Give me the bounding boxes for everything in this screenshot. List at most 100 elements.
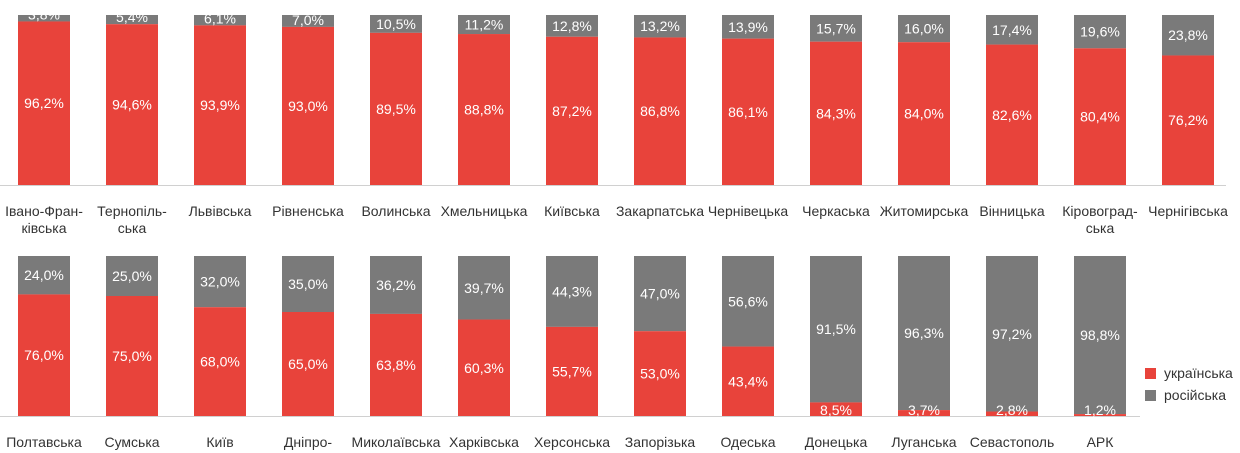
data-label-ukrainian: 87,2% [552, 103, 592, 119]
category-label: Київ [206, 434, 233, 450]
data-label-russian: 25,0% [112, 268, 152, 284]
bar-russian [1074, 15, 1126, 49]
category-label: Чернівецька [708, 203, 789, 219]
category-label: АРК [1087, 434, 1115, 450]
data-label-russian: 19,6% [1080, 24, 1120, 40]
category-label: Хмельницька [441, 203, 528, 219]
bar-ukrainian [1162, 55, 1214, 186]
category-label: Донецька [805, 434, 868, 450]
bar-russian [282, 256, 334, 312]
category-label: Волинська [361, 203, 430, 219]
bar-ukrainian [282, 26, 334, 186]
data-label-russian: 5,4% [116, 9, 148, 25]
category-label: Житомирська [880, 203, 969, 219]
category-label: Севастополь [970, 434, 1055, 450]
data-label-russian: 6,1% [204, 10, 236, 26]
category-label: Дніпро- [284, 434, 332, 450]
data-label-ukrainian: 89,5% [376, 101, 416, 117]
bar-russian [458, 15, 510, 35]
data-label-russian: 3,8% [28, 6, 60, 22]
data-label-ukrainian: 88,8% [464, 102, 504, 118]
bar-ukrainian [18, 294, 70, 416]
bar-ukrainian [1074, 48, 1126, 185]
data-label-ukrainian: 68,0% [200, 354, 240, 370]
legend-swatch-ukrainian [1145, 367, 1156, 379]
bar-ukrainian [18, 21, 70, 186]
bar-ukrainian [458, 319, 510, 416]
bar-ukrainian [194, 307, 246, 416]
bar-ukrainian [370, 32, 422, 185]
bar-ukrainian [634, 37, 686, 185]
bar-ukrainian [546, 36, 598, 186]
data-label-russian: 10,5% [376, 16, 416, 32]
category-label: Луганська [891, 434, 956, 450]
data-label-russian: 23,8% [1168, 27, 1208, 43]
data-label-ukrainian: 93,9% [200, 97, 240, 113]
bar-ukrainian [1074, 414, 1126, 416]
bar-russian [370, 15, 422, 33]
data-label-ukrainian: 82,6% [992, 107, 1032, 123]
bar-russian [986, 256, 1038, 412]
bar-russian [18, 256, 70, 295]
data-label-russian: 47,0% [640, 286, 680, 302]
bar-russian [1162, 15, 1214, 56]
bar-ukrainian [106, 296, 158, 416]
bar-russian [986, 15, 1038, 45]
data-label-russian: 7,0% [292, 12, 324, 28]
data-label-russian: 44,3% [552, 283, 592, 299]
data-label-russian: 13,2% [640, 18, 680, 34]
data-label-russian: 15,7% [816, 20, 856, 36]
category-label: Львівська [189, 203, 252, 219]
bar-ukrainian [282, 312, 334, 416]
data-label-russian: 32,0% [200, 274, 240, 290]
bar-ukrainian [194, 25, 246, 186]
data-label-russian: 24,0% [24, 267, 64, 283]
category-label: Полтавська [6, 434, 82, 450]
chart-legend: українська російська [1145, 362, 1233, 406]
data-label-ukrainian: 75,0% [112, 348, 152, 364]
bar-ukrainian [722, 346, 774, 416]
data-label-ukrainian: 60,3% [464, 360, 504, 376]
data-label-russian: 12,8% [552, 18, 592, 34]
bar-russian [810, 256, 862, 403]
bar-russian [898, 15, 950, 43]
bar-ukrainian [810, 41, 862, 185]
bar-russian [106, 256, 158, 296]
data-label-ukrainian: 96,2% [24, 95, 64, 111]
data-label-ukrainian: 3,7% [908, 402, 940, 418]
data-label-russian: 11,2% [465, 17, 504, 33]
bar-russian [722, 15, 774, 39]
category-label: ська [1086, 220, 1115, 236]
category-label: Чернігівська [1148, 203, 1228, 219]
category-label: Закарпатська [616, 203, 704, 219]
category-label: Рівненська [272, 203, 344, 219]
bar-ukrainian [722, 38, 774, 185]
category-label: Запорізька [625, 434, 696, 450]
data-label-russian: 13,9% [728, 19, 768, 35]
data-label-ukrainian: 8,5% [820, 402, 852, 418]
data-label-ukrainian: 94,6% [112, 97, 152, 113]
category-label: ківська [21, 220, 66, 236]
category-label: Київська [544, 203, 600, 219]
bar-russian [282, 15, 334, 27]
bar-russian [194, 256, 246, 308]
bar-ukrainian [458, 34, 510, 185]
data-label-russian: 35,0% [288, 276, 328, 292]
bar-ukrainian [810, 402, 862, 416]
bar-ukrainian [546, 326, 598, 416]
category-label: Тернопіль- [97, 203, 167, 219]
bar-ukrainian [986, 44, 1038, 185]
data-label-ukrainian: 1,2% [1084, 402, 1116, 418]
category-label: Черкаська [802, 203, 870, 219]
data-label-russian: 39,7% [464, 280, 504, 296]
data-label-russian: 96,3% [904, 325, 944, 341]
bar-russian [810, 15, 862, 42]
data-label-ukrainian: 65,0% [288, 356, 328, 372]
bar-ukrainian [370, 313, 422, 416]
legend-item-ukrainian: українська [1145, 362, 1233, 384]
category-label: Вінницька [979, 203, 1044, 219]
bar-russian [546, 15, 598, 37]
data-label-russian: 17,4% [992, 22, 1032, 38]
category-label: Кіровоград- [1062, 203, 1138, 219]
